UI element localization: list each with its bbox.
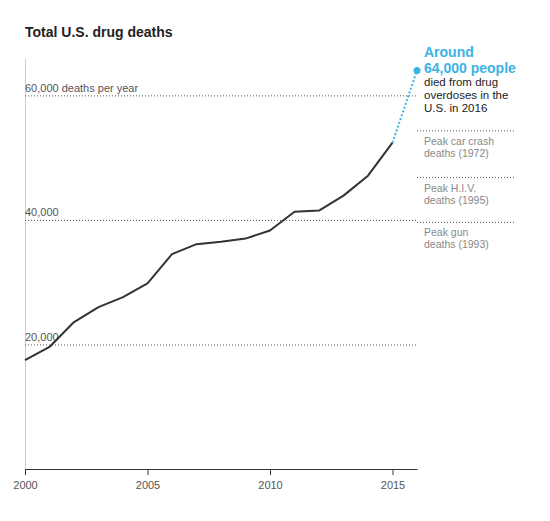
series-line bbox=[393, 70, 418, 142]
grid-line bbox=[25, 95, 417, 96]
annotation-text: U.S. in 2016 bbox=[424, 102, 487, 114]
y-tick-label: 60,000 deaths per year bbox=[25, 82, 138, 94]
x-tick-mark bbox=[25, 469, 26, 475]
reference-line bbox=[417, 177, 515, 178]
end-marker bbox=[414, 67, 421, 74]
x-tick-mark bbox=[270, 469, 271, 475]
x-tick: 2015 bbox=[381, 469, 405, 491]
x-tick-label: 2015 bbox=[381, 479, 405, 491]
x-axis: 2000 2005 2010 2015 bbox=[13, 469, 417, 491]
reference-line bbox=[417, 130, 515, 131]
x-tick: 2000 bbox=[13, 469, 37, 491]
chart: Total U.S. drug deaths 20,000 40,000 60,000… bbox=[0, 0, 550, 521]
y-tick: 20,000 bbox=[25, 331, 417, 345]
reference-label: deaths (1995) bbox=[424, 194, 489, 206]
series-line bbox=[25, 143, 393, 360]
x-tick: 2005 bbox=[136, 469, 160, 491]
y-axis-line bbox=[25, 59, 26, 470]
y-tick-label: 40,000 bbox=[25, 206, 59, 218]
annotation-text: died from drug bbox=[424, 76, 498, 88]
reference-label: deaths (1993) bbox=[424, 238, 489, 250]
reference-label: Peak H.I.V. bbox=[424, 182, 476, 194]
annotation-highlight: Around bbox=[424, 44, 474, 60]
grid-line bbox=[25, 344, 417, 345]
x-tick-label: 2005 bbox=[136, 479, 160, 491]
reference-label: Peak gun bbox=[424, 226, 469, 238]
annotation-text: overdoses in the bbox=[424, 89, 508, 101]
x-axis-line bbox=[26, 469, 418, 470]
reference-line bbox=[417, 222, 515, 223]
y-tick: 40,000 bbox=[25, 206, 417, 220]
title: Total U.S. drug deaths bbox=[25, 24, 173, 40]
reference-label: Peak car crash bbox=[424, 135, 494, 147]
x-tick-mark bbox=[148, 469, 149, 475]
x-tick-label: 2000 bbox=[13, 479, 37, 491]
annotation-highlight: 64,000 people bbox=[424, 60, 516, 76]
y-tick: 60,000 deaths per year bbox=[25, 82, 417, 96]
plot-area bbox=[25, 67, 421, 360]
x-tick-mark bbox=[393, 469, 394, 475]
reference-label: deaths (1972) bbox=[424, 147, 489, 159]
x-tick-label: 2010 bbox=[258, 479, 282, 491]
x-tick: 2010 bbox=[258, 469, 282, 491]
grid-line bbox=[25, 220, 417, 221]
y-tick-label: 20,000 bbox=[25, 331, 59, 343]
y-axis: 20,000 40,000 60,000 deaths per year bbox=[25, 59, 417, 470]
